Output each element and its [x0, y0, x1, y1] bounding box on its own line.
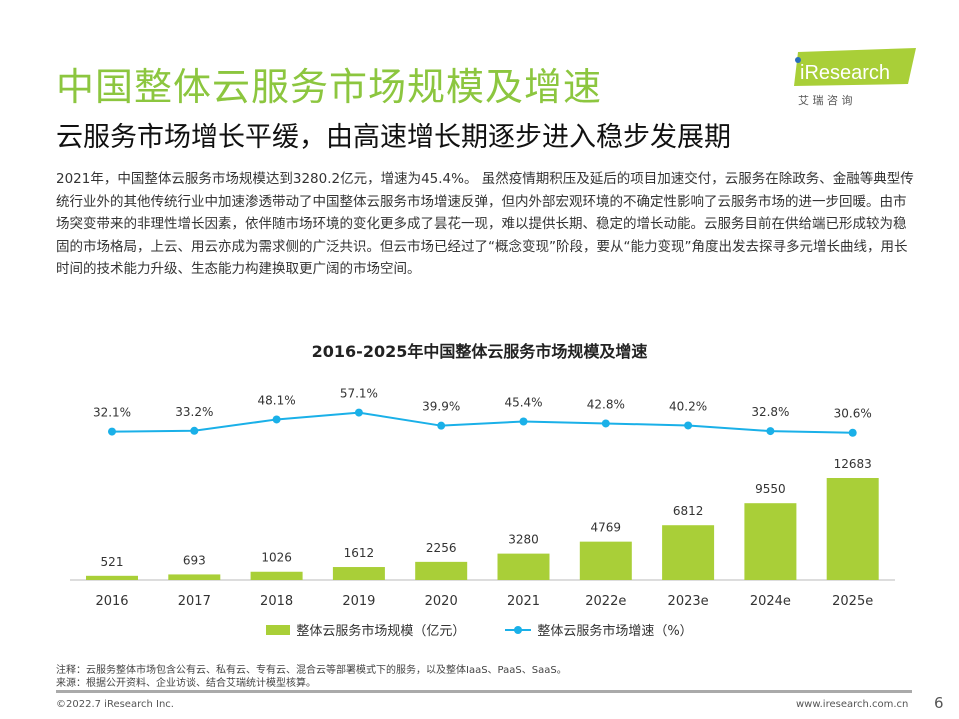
growth-point [601, 419, 610, 428]
bar-value-label: 2256 [426, 541, 457, 555]
growth-value-label: 32.8% [751, 405, 789, 419]
page-title: 中国整体云服务市场规模及增速 [56, 65, 603, 109]
growth-value-label: 40.2% [669, 399, 707, 413]
bar [497, 553, 550, 580]
notes: 注释：云服务整体市场包含公有云、私有云、专有云、混合云等部署模式下的服务，以及整… [56, 664, 567, 690]
combo-chart: 521 2016 693 2017 1026 2018 1612 2019 2256 2020 32… [70, 387, 895, 609]
bar [168, 574, 221, 580]
x-tick-label: 2020 [425, 594, 458, 609]
growth-point [108, 427, 116, 436]
x-tick-label: 2018 [260, 594, 293, 609]
x-tick-label: 2019 [342, 594, 375, 609]
growth-point [272, 415, 281, 424]
growth-value-label: 32.1% [93, 406, 131, 420]
growth-point [848, 428, 857, 437]
bar-value-label: 9550 [755, 482, 786, 496]
bar [579, 541, 632, 580]
footnote: 注释：云服务整体市场包含公有云、私有云、专有云、混合云等部署模式下的服务，以及整… [56, 665, 567, 676]
bar [662, 525, 715, 580]
x-tick-label: 2016 [95, 594, 128, 609]
summary-paragraph: 2021年，中国整体云服务市场规模达到3280.2亿元，增速为45.4%。 虽然… [56, 171, 914, 277]
growth-value-label: 48.1% [258, 393, 296, 407]
x-tick-label: 2022e [585, 594, 626, 609]
source-note: 来源：根据公开资料、企业访谈、结合艾瑞统计模型核算。 [56, 678, 316, 689]
bar-value-label: 1026 [261, 551, 292, 565]
bar-value-label: 3280 [508, 533, 539, 547]
bar [744, 503, 797, 580]
growth-value-label: 30.6% [834, 407, 872, 421]
copyright: ©2022.7 iResearch Inc. [56, 699, 174, 710]
bar-value-label: 12683 [834, 457, 872, 471]
legend-item-line: 整体云服务市场增速（%） [505, 620, 693, 639]
website-link[interactable]: www.iresearch.com.cn [796, 699, 909, 710]
x-tick-label: 2021 [507, 594, 540, 609]
x-tick-label: 2023e [668, 594, 709, 609]
bar [332, 567, 385, 580]
growth-value-label: 57.1% [340, 387, 378, 401]
bar [826, 478, 879, 580]
growth-line [111, 411, 853, 434]
footer-divider [56, 690, 912, 693]
growth-point [766, 427, 775, 436]
legend-label: 整体云服务市场规模（亿元） [296, 624, 466, 639]
growth-value-label: 33.2% [175, 405, 213, 419]
bar-value-label: 693 [183, 553, 206, 567]
x-tick-label: 2025e [832, 594, 873, 609]
growth-point [190, 426, 199, 435]
iresearch-logo: iResearch 艾 瑞 咨 询 [794, 48, 916, 107]
bar-value-label: 6812 [673, 504, 704, 518]
growth-value-label: 39.9% [422, 400, 460, 414]
chart-title: 2016-2025年中国整体云服务市场规模及增速 [311, 342, 648, 361]
growth-point [437, 421, 446, 430]
svg-text:iResearch: iResearch [800, 62, 890, 84]
bar [415, 561, 468, 580]
bar-value-label: 4769 [591, 521, 622, 535]
growth-point [519, 417, 528, 426]
x-tick-label: 2024e [750, 594, 791, 609]
bar [250, 571, 303, 580]
bar [86, 575, 138, 580]
legend-line-swatch [505, 625, 532, 634]
page-subtitle: 云服务市场增长平缓，由高速增长期逐步进入稳步发展期 [56, 122, 731, 153]
chart-legend: 整体云服务市场规模（亿元） 整体云服务市场增速（%） [0, 620, 959, 639]
page-number: 6 [934, 694, 944, 712]
svg-text:艾 瑞 咨 询: 艾 瑞 咨 询 [798, 93, 853, 107]
growth-point [354, 408, 363, 417]
growth-value-label: 45.4% [504, 395, 542, 409]
growth-value-label: 42.8% [587, 397, 625, 411]
legend-label: 整体云服务市场增速（%） [537, 624, 693, 639]
x-tick-label: 2017 [178, 594, 211, 609]
growth-point [684, 421, 693, 430]
bar-value-label: 521 [101, 555, 124, 569]
legend-bar-swatch [266, 624, 291, 635]
bar-value-label: 1612 [344, 546, 375, 560]
legend-item-bar: 整体云服务市场规模（亿元） [266, 620, 465, 639]
